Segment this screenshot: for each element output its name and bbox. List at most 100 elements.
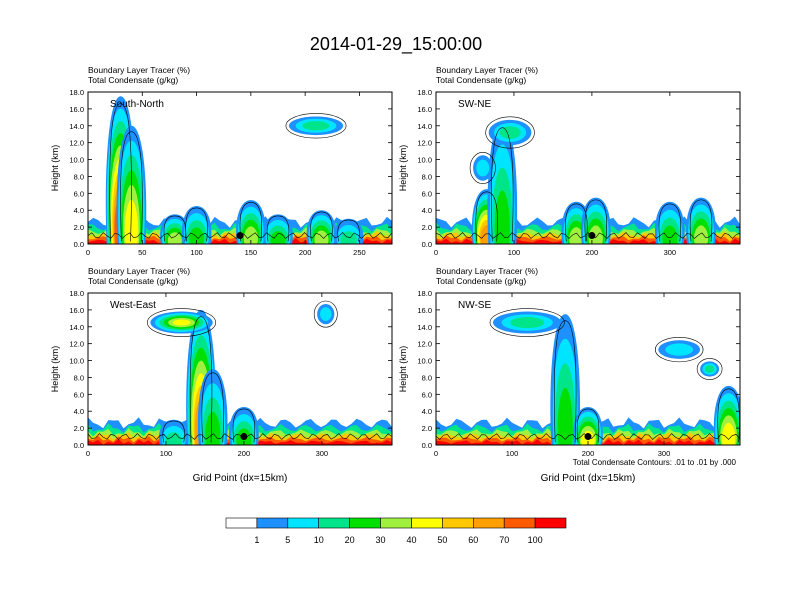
colorbar-label: 60 bbox=[468, 535, 478, 545]
y-tick-label: 0.0 bbox=[74, 240, 84, 249]
condensate-contour bbox=[485, 116, 535, 149]
y-tick-label: 18.0 bbox=[417, 88, 432, 97]
plot-frame bbox=[87, 91, 393, 245]
colorbar-swatch bbox=[380, 517, 412, 529]
condensate-contour bbox=[654, 336, 704, 363]
colorbar-swatch bbox=[349, 517, 381, 529]
condensate-contour bbox=[310, 211, 333, 242]
y-tick-label: 12.0 bbox=[417, 139, 432, 148]
y-tick-label: 16.0 bbox=[417, 306, 432, 315]
tracer-column bbox=[494, 190, 510, 244]
x-tick-label: 200 bbox=[238, 449, 251, 458]
location-marker bbox=[240, 433, 248, 441]
y-tick-label: 18.0 bbox=[69, 88, 84, 97]
y-tick-label: 10.0 bbox=[417, 357, 432, 366]
panel-name: South-North bbox=[110, 99, 164, 110]
colorbar-swatch bbox=[472, 517, 505, 529]
condensate-contour bbox=[162, 420, 185, 443]
panel-header-condensate: Total Condensate (g/kg) bbox=[436, 276, 526, 286]
condensate-contour bbox=[189, 316, 213, 443]
panels: 0.0 2.0 4.0 6.0 8.0 10.0 12.0 14.0 16.0 18.0 0 50 10… bbox=[50, 65, 741, 484]
tracer-column bbox=[662, 225, 678, 244]
condensate-contour bbox=[489, 308, 565, 337]
panel-header-tracer: Boundary Layer Tracer (%) bbox=[88, 65, 190, 75]
x-tick-label: 150 bbox=[245, 248, 258, 257]
x-tick-label: 300 bbox=[658, 449, 671, 458]
x-axis-label: Grid Point (dx=15km) bbox=[193, 473, 288, 484]
y-tick-label: 4.0 bbox=[74, 206, 84, 215]
condensate-contour bbox=[147, 308, 217, 337]
y-tick-label: 8.0 bbox=[74, 172, 84, 181]
panel-header-tracer: Boundary Layer Tracer (%) bbox=[88, 266, 190, 276]
condensate-contour bbox=[565, 203, 588, 242]
tracer-anvil bbox=[476, 159, 490, 177]
plot-area bbox=[436, 293, 740, 445]
tracer-anvil bbox=[172, 319, 191, 326]
tracer-column bbox=[721, 422, 736, 445]
colorbar-swatch bbox=[503, 517, 536, 529]
panel-header-condensate: Total Condensate (g/kg) bbox=[88, 75, 178, 85]
colorbar-swatch bbox=[287, 517, 319, 529]
panel-header-condensate: Total Condensate (g/kg) bbox=[88, 276, 178, 286]
condensate-contour bbox=[185, 207, 208, 242]
panel-header-tracer: Boundary Layer Tracer (%) bbox=[436, 266, 538, 276]
tracer-anvil bbox=[665, 343, 694, 356]
condensate-contour bbox=[658, 203, 682, 242]
y-tick-label: 10.0 bbox=[69, 156, 84, 165]
x-axis-label: Grid Point (dx=15km) bbox=[541, 473, 636, 484]
x-tick-label: 0 bbox=[434, 449, 438, 458]
plot-area bbox=[88, 293, 392, 445]
plot-frame bbox=[435, 91, 741, 245]
condensate-contour bbox=[576, 408, 600, 443]
colorbar-swatch bbox=[411, 517, 443, 529]
condensate-contour bbox=[285, 113, 347, 139]
panel-name: SW-NE bbox=[458, 99, 491, 110]
colorbar-label: 5 bbox=[285, 535, 290, 545]
condensate-contour bbox=[696, 358, 723, 380]
location-marker bbox=[588, 232, 596, 240]
x-tick-label: 200 bbox=[586, 248, 599, 257]
x-tick-label: 0 bbox=[434, 248, 438, 257]
tracer-column bbox=[188, 227, 205, 244]
y-tick-label: 4.0 bbox=[74, 407, 84, 416]
x-tick-label: 200 bbox=[582, 449, 595, 458]
colorbar: 1 5 10 20 30 40 50 60 70 100 bbox=[225, 517, 567, 545]
colorbar-label: 20 bbox=[345, 535, 355, 545]
y-tick-label: 16.0 bbox=[69, 306, 84, 315]
colorbar-swatch bbox=[256, 517, 289, 529]
panel-name: West-East bbox=[110, 300, 156, 311]
tracer-column bbox=[124, 199, 139, 244]
tracer-column bbox=[243, 226, 258, 244]
y-tick-label: 2.0 bbox=[422, 424, 432, 433]
condensate-contour bbox=[232, 408, 256, 443]
y-tick-label: 18.0 bbox=[417, 289, 432, 298]
colorbar-label: 1 bbox=[254, 535, 259, 545]
figure-title: 2014-01-29_15:00:00 bbox=[310, 34, 482, 55]
y-tick-label: 2.0 bbox=[74, 223, 84, 232]
panel-header-tracer: Boundary Layer Tracer (%) bbox=[436, 65, 538, 75]
x-tick-label: 0 bbox=[86, 449, 90, 458]
x-tick-label: 250 bbox=[353, 248, 366, 257]
condensate-contour bbox=[120, 131, 143, 242]
y-axis-label: Height (km) bbox=[398, 145, 408, 192]
y-axis-label: Height (km) bbox=[50, 346, 60, 393]
y-axis-label: Height (km) bbox=[50, 145, 60, 192]
plot-area bbox=[436, 92, 740, 244]
y-tick-label: 10.0 bbox=[417, 156, 432, 165]
colorbar-label: 40 bbox=[406, 535, 416, 545]
location-marker bbox=[584, 433, 592, 441]
tracer-column bbox=[588, 225, 603, 244]
y-tick-label: 0.0 bbox=[422, 240, 432, 249]
x-tick-label: 100 bbox=[506, 449, 519, 458]
x-tick-label: 50 bbox=[138, 248, 146, 257]
x-tick-label: 100 bbox=[190, 248, 203, 257]
panel-header-condensate: Total Condensate (g/kg) bbox=[436, 75, 526, 85]
panel-name: NW-SE bbox=[458, 300, 491, 311]
y-tick-label: 8.0 bbox=[422, 172, 432, 181]
condensate-contour bbox=[491, 127, 514, 242]
condensate-contour bbox=[266, 215, 290, 242]
panel-south-north: 0.0 2.0 4.0 6.0 8.0 10.0 12.0 14.0 16.0 18.0 0 50 10… bbox=[50, 65, 393, 257]
tracer-anvil bbox=[704, 365, 715, 373]
condensate-contour bbox=[239, 201, 263, 242]
